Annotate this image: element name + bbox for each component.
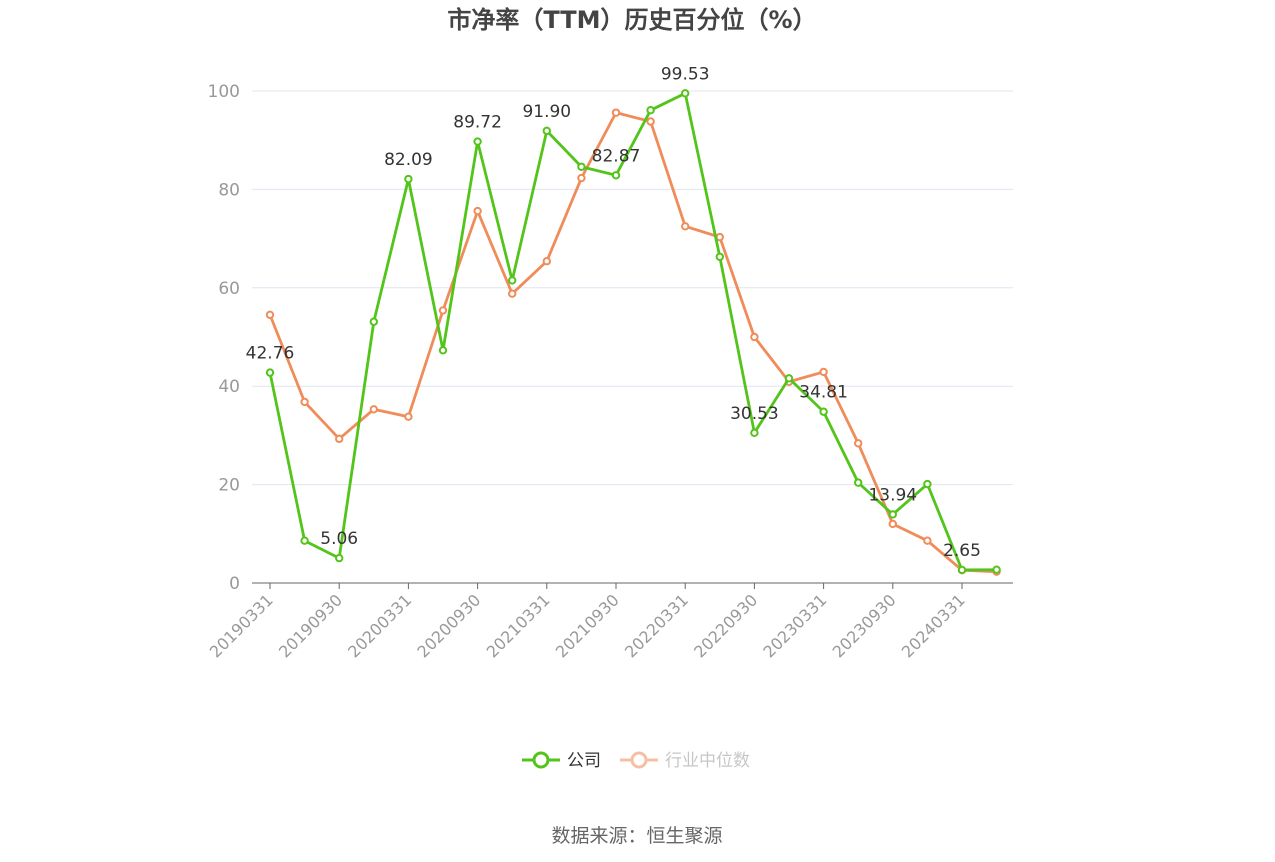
data-point[interactable] <box>715 252 724 262</box>
data-label: 13.94 <box>868 485 917 505</box>
data-point[interactable] <box>923 536 932 545</box>
data-point[interactable] <box>923 479 932 489</box>
data-label: 34.81 <box>799 383 848 403</box>
data-label: 89.72 <box>453 113 502 133</box>
data-point[interactable] <box>854 478 863 487</box>
x-tick-label: 20200930 <box>413 590 484 661</box>
data-point[interactable] <box>992 565 1001 574</box>
y-tick-label: 60 <box>218 279 240 299</box>
data-label: 30.53 <box>730 404 779 424</box>
data-point[interactable] <box>335 434 344 444</box>
x-axis: 2019033120190930202003312020093020210331… <box>206 582 1013 661</box>
data-point[interactable] <box>300 397 309 407</box>
data-point[interactable] <box>681 89 690 98</box>
data-point[interactable] <box>957 565 967 575</box>
data-point[interactable] <box>611 108 621 117</box>
x-tick-label: 20190930 <box>275 590 346 661</box>
legend-label: 行业中位数 <box>665 751 750 771</box>
data-labels: 42.76 5.06 82.09 89.72 91.90 82.87 99.53 30.53 3… <box>246 64 981 561</box>
data-label: 82.87 <box>592 146 641 166</box>
legend-item[interactable]: 行业中位数 <box>620 751 750 771</box>
data-point[interactable] <box>819 407 828 416</box>
y-tick-label: 80 <box>218 180 240 200</box>
x-tick-label: 20190331 <box>206 590 277 661</box>
data-point[interactable] <box>300 536 309 545</box>
legend-label: 公司 <box>567 751 601 771</box>
source-note: 数据来源：恒生聚源 <box>551 825 722 847</box>
data-point[interactable] <box>750 332 759 342</box>
data-point[interactable] <box>265 368 275 377</box>
y-tick-label: 0 <box>229 574 240 594</box>
y-tick-label: 100 <box>208 82 240 102</box>
data-point[interactable] <box>750 428 759 437</box>
data-point[interactable] <box>577 162 586 171</box>
x-tick-label: 20230930 <box>829 590 900 661</box>
legend-marker <box>532 751 550 769</box>
data-point[interactable] <box>784 374 794 383</box>
series-line <box>268 91 997 572</box>
data-point[interactable] <box>473 137 482 146</box>
data-point[interactable] <box>715 232 724 242</box>
y-tick-label: 40 <box>218 377 240 397</box>
chart-title: 市净率（TTM）历史百分位（%） <box>447 6 816 34</box>
data-point[interactable] <box>404 412 413 421</box>
data-point[interactable] <box>438 306 448 315</box>
legend-item[interactable]: 公司 <box>522 751 601 771</box>
x-tick-label: 20210331 <box>483 590 554 661</box>
x-tick-label: 20220930 <box>690 590 761 661</box>
data-point[interactable] <box>369 317 378 326</box>
legend[interactable]: 公司 行业中位数 <box>522 751 750 771</box>
data-point[interactable] <box>646 105 655 115</box>
data-point[interactable] <box>508 289 517 298</box>
data-point[interactable] <box>369 405 378 414</box>
x-tick-label: 20230331 <box>759 590 830 661</box>
x-tick-label: 20210930 <box>552 590 623 661</box>
data-point[interactable] <box>335 553 344 563</box>
data-point[interactable] <box>888 519 897 529</box>
data-point[interactable] <box>888 510 897 519</box>
y-axis: 0 20 40 60 80 100 <box>208 82 240 594</box>
y-tick-label: 20 <box>218 476 240 496</box>
series-line <box>268 111 997 574</box>
data-label: 2.65 <box>943 541 981 561</box>
data-point[interactable] <box>438 346 448 355</box>
data-point[interactable] <box>542 126 551 136</box>
data-point[interactable] <box>404 174 413 184</box>
data-point[interactable] <box>542 257 551 266</box>
x-tick-label: 20200331 <box>344 590 415 661</box>
data-point[interactable] <box>473 206 482 216</box>
series-layer <box>265 89 1001 576</box>
data-label: 5.06 <box>320 529 358 549</box>
x-tick-label: 20220331 <box>621 590 692 661</box>
data-label: 99.53 <box>661 64 710 84</box>
x-tick-label: 20240331 <box>898 590 969 661</box>
data-label: 42.76 <box>246 344 295 364</box>
data-label: 82.09 <box>384 150 433 170</box>
data-point[interactable] <box>681 222 690 231</box>
data-label: 91.90 <box>522 102 571 122</box>
legend-marker <box>630 751 648 769</box>
grid <box>252 90 1013 486</box>
data-point[interactable] <box>646 117 655 126</box>
data-point[interactable] <box>265 310 275 320</box>
data-point[interactable] <box>819 367 828 377</box>
data-point[interactable] <box>577 173 586 183</box>
series-0 <box>265 89 1001 575</box>
data-point[interactable] <box>854 439 863 448</box>
data-point[interactable] <box>508 276 517 285</box>
data-point[interactable] <box>611 171 621 180</box>
